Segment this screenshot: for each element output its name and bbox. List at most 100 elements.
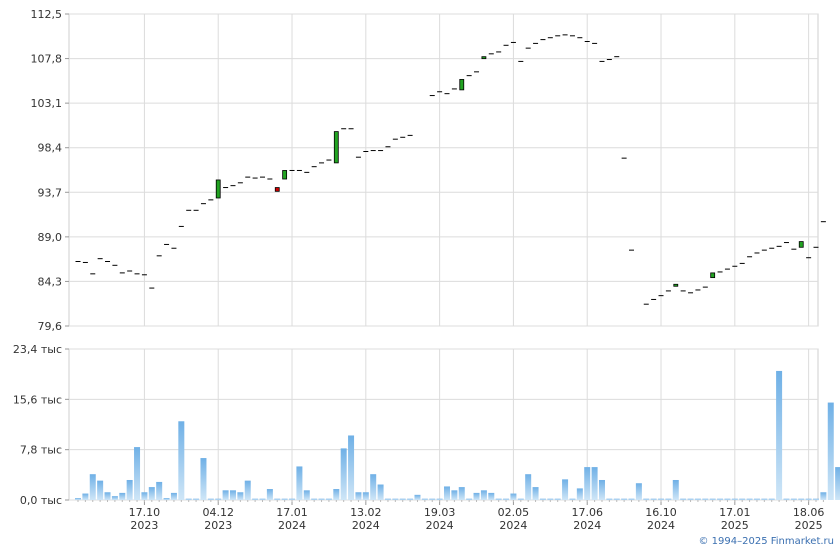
volume-bar [650, 498, 657, 500]
volume-bar [458, 487, 465, 500]
volume-bar [163, 498, 170, 500]
x-tick-label-date: 19.03 [424, 506, 456, 519]
volume-bar [753, 498, 760, 500]
volume-bar [576, 488, 583, 500]
volume-y-axis: 23,4 тыс 15,6 тыс 7,8 тыс 0,0 тыс [13, 343, 69, 507]
volume-bar [75, 498, 81, 500]
x-tick-label-year: 2024 [647, 519, 675, 532]
x-tick-label-year: 2024 [499, 519, 527, 532]
volume-bar [813, 498, 819, 500]
volume-bar [746, 498, 753, 500]
price-tick-label: 79,6 [38, 320, 63, 333]
volume-bar [377, 484, 384, 500]
price-tick-label: 89,0 [38, 231, 63, 244]
volume-bar [355, 492, 362, 500]
volume-bar [384, 498, 391, 500]
volume-bar [429, 498, 436, 500]
volume-bar [111, 496, 118, 500]
volume-bar [259, 498, 266, 500]
volume-bar [318, 498, 325, 500]
volume-bar [244, 480, 251, 500]
volume-bar [207, 498, 214, 500]
volume-bar [89, 474, 96, 500]
volume-bar [185, 498, 192, 500]
copyright-credit[interactable]: © 1994–2025 Finmarket.ru [698, 536, 834, 547]
volume-bar [126, 479, 133, 500]
volume-bar [827, 402, 834, 500]
volume-bar [717, 498, 724, 500]
volume-bar [399, 498, 406, 500]
volume-bar [178, 421, 185, 500]
price-candle-up [333, 131, 339, 164]
volume-bar [215, 498, 222, 500]
volume-bar [348, 435, 355, 500]
volume-bar [436, 498, 443, 500]
volume-bar [421, 498, 428, 500]
volume-bar [643, 498, 650, 500]
volume-bars [75, 370, 840, 500]
x-tick-label-year: 2024 [352, 519, 380, 532]
price-grid [68, 13, 819, 327]
x-tick-label-year: 2023 [130, 519, 158, 532]
volume-bar [222, 490, 229, 500]
volume-bar [82, 493, 89, 500]
volume-tick-label: 23,4 тыс [13, 343, 62, 356]
volume-bar [488, 492, 495, 500]
price-candle-up [673, 283, 679, 287]
volume-bar [495, 498, 502, 500]
price-candle-up [282, 170, 288, 180]
volume-bar [658, 498, 665, 500]
volume-bar [266, 489, 273, 500]
volume-bar [547, 498, 554, 500]
price-tick-label: 84,3 [38, 275, 63, 288]
volume-bar [200, 458, 207, 500]
volume-bar [694, 498, 701, 500]
volume-bar [134, 447, 141, 500]
volume-bar [104, 492, 111, 500]
volume-bar [621, 498, 628, 500]
volume-bar [289, 498, 296, 500]
volume-bar [193, 498, 200, 500]
volume-bar [311, 498, 318, 500]
x-tick-label-date: 17.06 [571, 506, 603, 519]
volume-bar [97, 480, 104, 500]
volume-bar [503, 498, 510, 500]
volume-bar [141, 492, 148, 500]
volume-bar [229, 490, 236, 500]
price-y-axis: 112,5 107,8 103,1 98,4 93,7 89,0 84,3 79,6 [31, 8, 69, 333]
volume-bar [783, 498, 790, 500]
volume-tick-label: 7,8 тыс [20, 444, 62, 457]
volume-bar [805, 498, 812, 500]
x-tick-label-year: 2024 [573, 519, 601, 532]
price-candle-up [481, 56, 487, 60]
volume-bar [451, 490, 458, 500]
volume-bar [303, 490, 310, 500]
volume-bar [790, 498, 797, 500]
volume-bar [281, 498, 288, 500]
volume-bar [776, 370, 783, 500]
x-tick-label-year: 2024 [426, 519, 454, 532]
x-tick-label-year: 2025 [795, 519, 823, 532]
x-tick-label-year: 2025 [721, 519, 749, 532]
x-tick-label-date: 13.02 [350, 506, 382, 519]
x-tick-label-year: 2024 [278, 519, 306, 532]
volume-bar [362, 492, 369, 500]
volume-bar [665, 498, 672, 500]
volume-bar [628, 498, 635, 500]
volume-bar [598, 479, 605, 500]
price-candle-up [459, 79, 465, 91]
volume-bar [510, 493, 517, 500]
volume-bar [702, 498, 709, 500]
volume-bar [562, 479, 569, 500]
price-candle-up [215, 179, 221, 199]
price-marks [75, 34, 826, 305]
volume-bar [296, 466, 303, 500]
volume-bar [444, 486, 450, 500]
price-candle-down [274, 187, 280, 192]
volume-bar [539, 498, 546, 500]
volume-bar [820, 492, 827, 500]
price-panel-frame [68, 13, 819, 327]
volume-bar [554, 498, 561, 500]
volume-bar [584, 467, 591, 500]
